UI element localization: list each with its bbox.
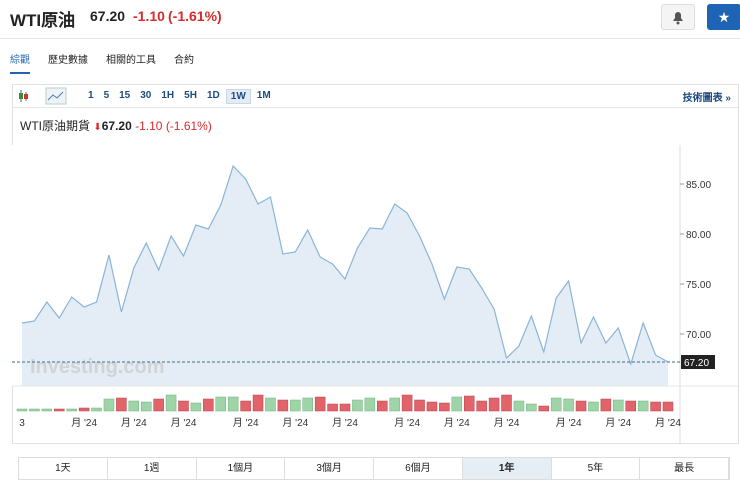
tabs: 綜觀 歷史數據 相關的工具 合約 bbox=[10, 51, 194, 74]
down-arrow: ⬇ bbox=[93, 122, 102, 133]
chart-panel bbox=[12, 84, 739, 444]
interval-button[interactable]: 15 bbox=[119, 90, 131, 101]
range-button[interactable]: 1天 bbox=[19, 458, 108, 479]
alert-button[interactable] bbox=[661, 4, 695, 30]
range-button[interactable]: 5年 bbox=[552, 458, 641, 479]
interval-button[interactable]: 5 bbox=[103, 90, 110, 101]
legend-pct: (-1.61%) bbox=[165, 119, 212, 133]
interval-button[interactable]: 1 bbox=[88, 90, 94, 101]
intervals: 1 5 15 30 1H 5H 1D 1W 1M bbox=[84, 89, 277, 104]
bell-icon bbox=[673, 12, 683, 25]
range-button[interactable]: 6個月 bbox=[374, 458, 463, 479]
toolbar: 1 5 15 30 1H 5H 1D 1W 1M 技術圖表 » bbox=[12, 84, 739, 108]
range-button[interactable]: 1年 bbox=[462, 458, 552, 479]
interval-button[interactable]: 1D bbox=[206, 90, 220, 101]
interval-button[interactable]: 1M bbox=[256, 90, 271, 101]
title: WTI原油 bbox=[10, 11, 76, 30]
range-button[interactable]: 1週 bbox=[108, 458, 197, 479]
range-button[interactable]: 最長 bbox=[640, 458, 729, 479]
range-button[interactable]: 1個月 bbox=[197, 458, 286, 479]
tab[interactable]: 綜觀 bbox=[10, 51, 30, 74]
legend-name: WTI原油期貨 bbox=[20, 119, 90, 133]
interval-button[interactable]: 1W bbox=[225, 89, 251, 104]
tab[interactable]: 歷史數據 bbox=[48, 55, 88, 66]
change-pct: (-1.61%) bbox=[168, 8, 222, 24]
price: 67.20 bbox=[90, 8, 126, 24]
divider bbox=[0, 38, 740, 39]
interval-button[interactable]: 30 bbox=[140, 90, 152, 101]
watchlist-button[interactable]: ★ bbox=[707, 4, 740, 30]
change: -1.10 bbox=[133, 8, 165, 24]
interval-button[interactable]: 5H bbox=[184, 90, 197, 101]
range-buttons: 1天 1週 1個月 3個月 6個月 1年 5年 最長 bbox=[18, 457, 730, 480]
chart-type-icons bbox=[19, 87, 67, 105]
legend-price: 67.20 bbox=[101, 119, 132, 133]
technical-link[interactable]: 技術圖表 » bbox=[682, 93, 731, 104]
legend: WTI原油期貨 ⬇67.20 -1.10 (-1.61%) bbox=[20, 117, 212, 134]
range-button[interactable]: 3個月 bbox=[285, 458, 374, 479]
tab[interactable]: 相關的工具 bbox=[106, 55, 156, 66]
legend-change: -1.10 bbox=[135, 119, 163, 133]
interval-button[interactable]: 1H bbox=[161, 90, 175, 101]
tab[interactable]: 合約 bbox=[174, 55, 194, 66]
